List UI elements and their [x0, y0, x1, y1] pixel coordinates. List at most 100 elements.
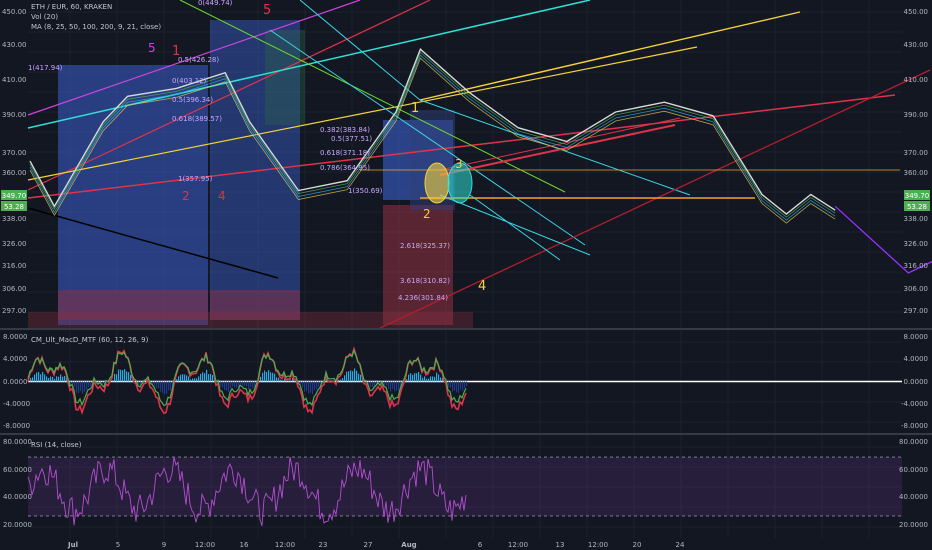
fib-label: 0.5(426.28): [178, 56, 219, 64]
macd-histogram: [338, 379, 340, 382]
macd-histogram: [60, 374, 62, 382]
macd-legend[interactable]: CM_Ult_MacD_MTF (60, 12, 26, 9): [31, 336, 149, 344]
fib-label: 0.5(396.34): [172, 96, 213, 104]
fib-label: 0.5(377.51): [331, 135, 372, 143]
macd-histogram: [204, 373, 206, 382]
macd-histogram: [238, 381, 240, 387]
macd-histogram: [248, 381, 250, 390]
macd-histogram: [394, 381, 396, 392]
wave-label: 2: [423, 207, 431, 221]
macd-histogram: [84, 381, 86, 392]
macd-histogram: [102, 381, 104, 385]
fib-label: 1(357.95): [178, 175, 213, 183]
price-tick-right: 297.00: [904, 307, 929, 315]
macd-histogram: [86, 381, 88, 390]
macd-histogram: [346, 371, 348, 382]
time-tick: 12:00: [588, 541, 608, 549]
price-tick-left: 360.00: [2, 169, 27, 177]
price-tick-left: 450.00: [2, 8, 27, 16]
macd-histogram: [314, 381, 316, 391]
rsi-tick-left: 60.0000: [3, 466, 32, 474]
macd-histogram: [442, 377, 444, 382]
macd-histogram: [300, 381, 302, 385]
macd-histogram: [236, 381, 238, 388]
price-tick-left: 430.00: [2, 41, 27, 49]
macd-histogram: [266, 371, 268, 382]
macd-histogram: [268, 370, 270, 382]
ma-legend[interactable]: MA (8, 25, 50, 100, 200, 9, 21, close): [31, 23, 162, 31]
macd-histogram: [164, 381, 166, 395]
macd-histogram: [228, 381, 230, 392]
macd-histogram: [410, 373, 412, 382]
macd-tick-right: 0.0000: [904, 378, 929, 386]
fib-label: 0.786(364.95): [320, 164, 370, 172]
macd-histogram: [234, 381, 236, 388]
macd-histogram: [80, 381, 82, 392]
macd-tick-right: 4.0000: [904, 355, 929, 363]
time-tick: 5: [116, 541, 120, 549]
price-tick-left: 306.00: [2, 285, 27, 293]
symbol-title[interactable]: ETH / EUR, 60, KRAKEN: [31, 3, 113, 11]
macd-histogram: [318, 381, 320, 387]
macd-histogram: [464, 381, 466, 389]
fib-label: 0.382(383.84): [320, 126, 370, 134]
macd-histogram: [176, 379, 178, 382]
fib-zone: [210, 290, 300, 320]
time-tick: Aug: [401, 541, 416, 549]
trendline: [439, 194, 591, 256]
macd-histogram: [232, 381, 234, 387]
macd-histogram: [178, 376, 180, 382]
volume-area: [28, 312, 473, 328]
macd-histogram: [154, 381, 156, 386]
macd-histogram: [316, 381, 318, 389]
rsi-legend[interactable]: RSI (14, close): [31, 441, 82, 449]
macd-histogram: [36, 372, 38, 382]
price-tag: [1, 201, 27, 211]
price-tick-left: 370.00: [2, 149, 27, 157]
rsi-tick-right: 40.0000: [899, 493, 928, 501]
macd-histogram: [432, 376, 434, 382]
macd-histogram: [222, 381, 224, 388]
price-tick-left: 338.00: [2, 215, 27, 223]
macd-histogram: [434, 376, 436, 382]
trendlines: [27, 0, 931, 329]
macd-histogram: [76, 381, 78, 393]
price-tick-right: 410.00: [904, 76, 929, 84]
macd-histogram: [440, 377, 442, 382]
main-legend: ETH / EUR, 60, KRAKEN Vol (20) MA (8, 25…: [31, 2, 161, 32]
moving-average: [29, 54, 836, 221]
macd-tick-right: -8.0000: [901, 422, 928, 430]
macd-histogram: [206, 369, 208, 382]
wave-labels: 5 1 5 2 4 1 2 3 4: [148, 3, 486, 294]
price-tick-left: 326.00: [2, 240, 27, 248]
macd-histogram: [386, 381, 388, 386]
macd-histogram: [186, 375, 188, 382]
macd-histogram: [342, 378, 344, 382]
macd-histogram: [42, 371, 44, 382]
macd-histogram: [190, 379, 192, 382]
time-tick: 12:00: [275, 541, 295, 549]
macd-histogram: [162, 381, 164, 393]
macd-histogram: [260, 376, 262, 382]
fib-labels: 0(449.74) 0.5(426.28) 1(417.94) 0(403.12) 0.…: [28, 0, 450, 302]
macd-histogram: [308, 381, 310, 394]
macd-histogram: [326, 378, 328, 382]
macd-histogram: [438, 374, 440, 382]
macd-tick-right: -4.0000: [901, 400, 928, 408]
macd-histogram: [356, 370, 358, 382]
fib-zone: [58, 290, 208, 320]
trendline: [27, 0, 361, 116]
macd-line: [27, 346, 467, 415]
macd-histogram: [254, 381, 256, 388]
macd-histogram: [140, 381, 142, 386]
macd-histogram: [436, 372, 438, 382]
rsi-tick-left: 80.0000: [3, 438, 32, 446]
price-tag: [1, 190, 27, 200]
macd-histogram: [416, 373, 418, 382]
macd-histogram: [182, 374, 184, 382]
vol-legend[interactable]: Vol (20): [31, 13, 59, 21]
macd-histogram: [298, 381, 300, 384]
macd-histogram: [132, 379, 134, 382]
macd-histogram: [414, 373, 416, 382]
